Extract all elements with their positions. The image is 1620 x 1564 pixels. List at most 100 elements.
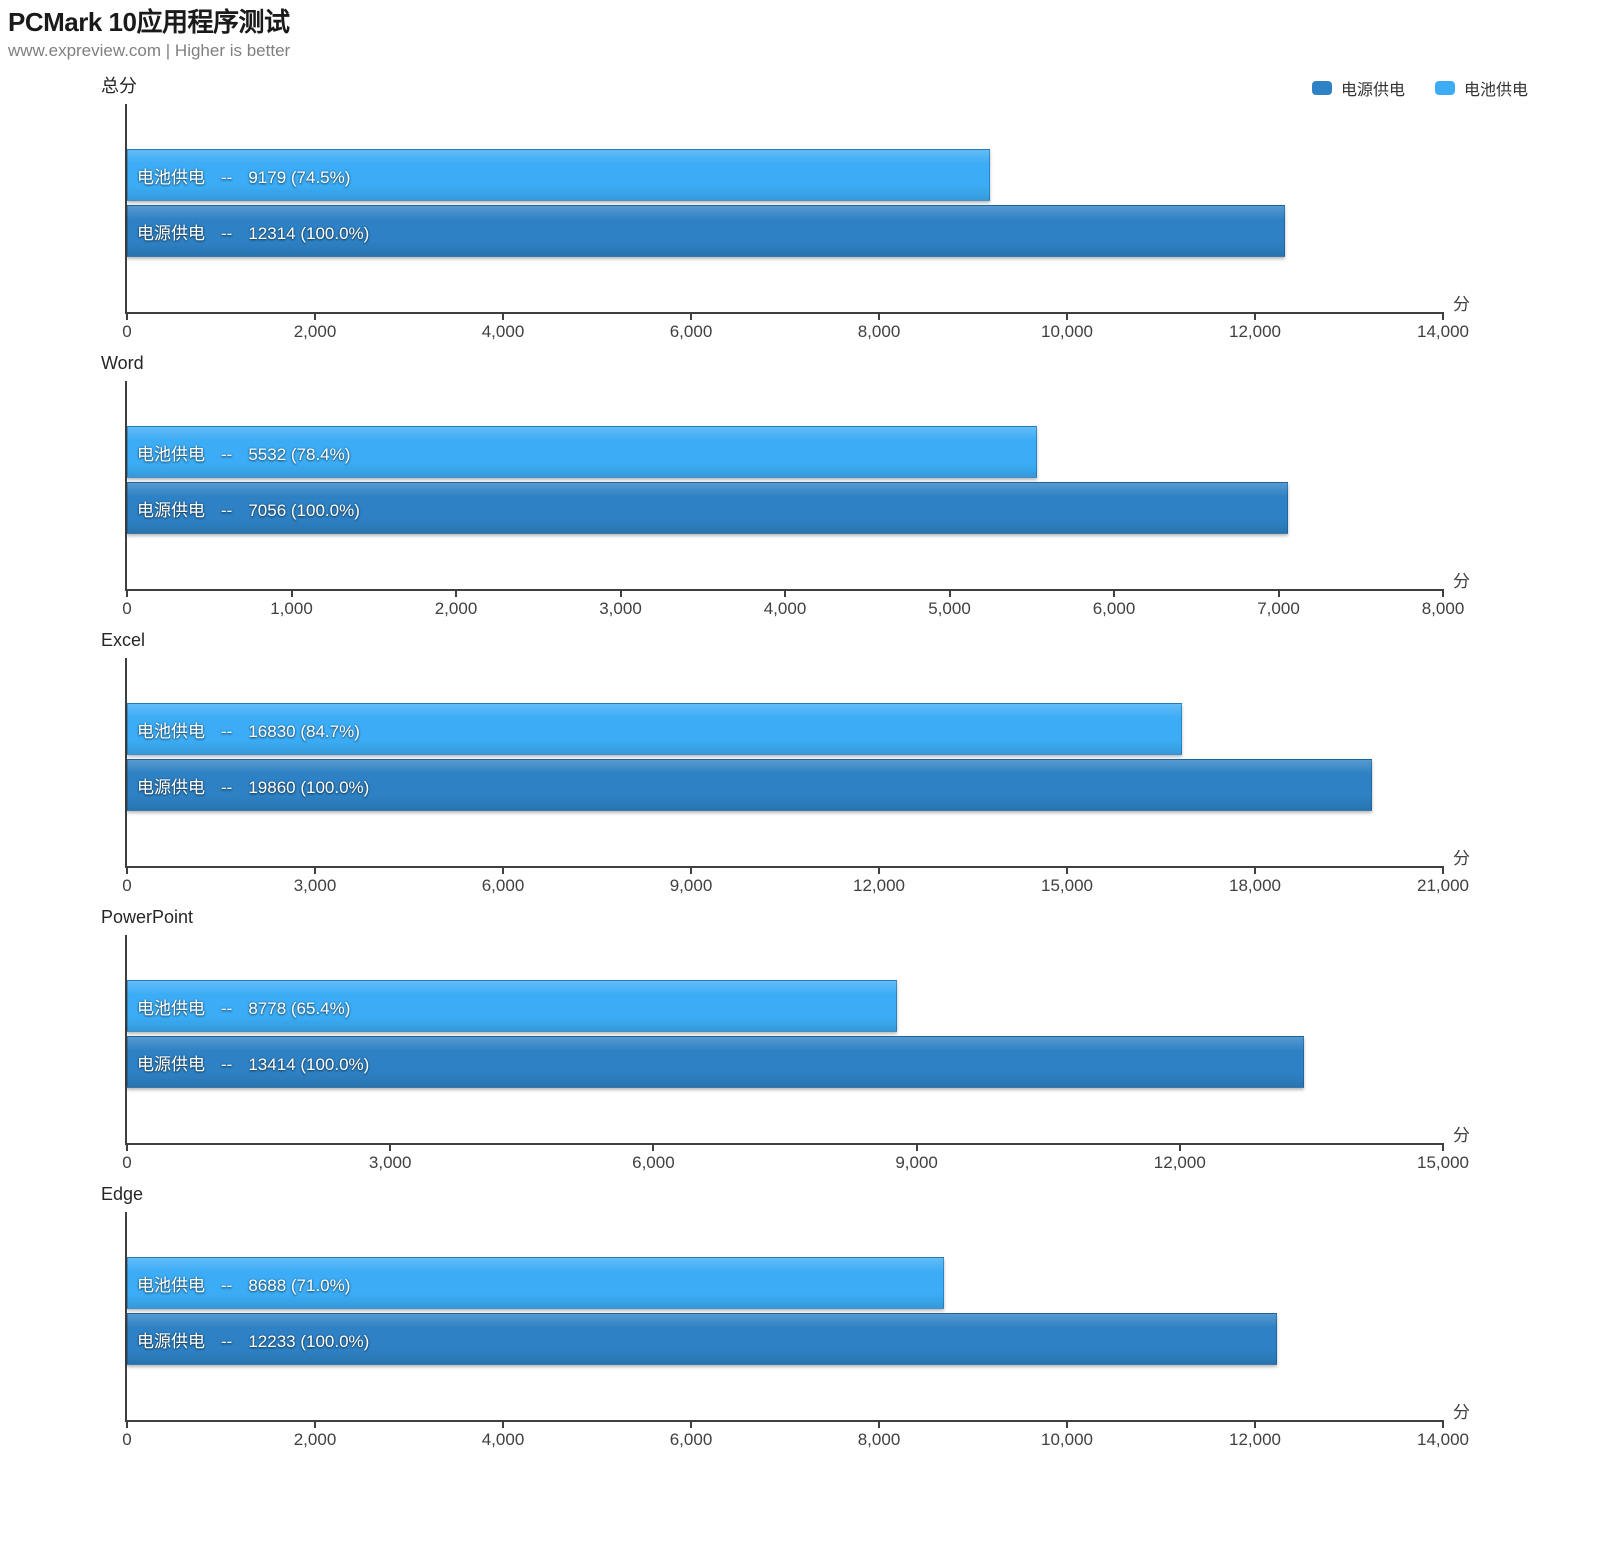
plot-area: 电池供电 -- 16830 (84.7%) 电源供电 -- 19860 (100.0%) 0… [122, 658, 1470, 895]
bar-separator: -- [221, 223, 233, 243]
x-axis-tick [1442, 312, 1444, 320]
bar-series-name: 电源供电 [137, 223, 205, 243]
bar-label: 电池供电 -- 16830 (84.7%) [128, 717, 360, 742]
bar-label: 电源供电 -- 12233 (100.0%) [128, 1327, 369, 1352]
x-axis-tick-label: 6,000 [669, 322, 713, 341]
x-axis-tick [126, 866, 128, 874]
bar-separator: -- [221, 1275, 233, 1295]
chart-section-PowerPoint: PowerPoint 电池供电 -- 8778 (65.4%) 电源供电 -- 13414… [0, 905, 1620, 1182]
x-axis-tick-label: 0 [122, 1430, 132, 1449]
bar-score: 12233 (100.0%) [248, 1331, 370, 1351]
x-axis-tick-label: 6,000 [481, 876, 525, 895]
bar-电源供电: 电源供电 -- 12233 (100.0%) [127, 1313, 1277, 1365]
page-subtitle: www.expreview.com | Higher is better [8, 41, 291, 60]
plot-area: 电池供电 -- 8688 (71.0%) 电源供电 -- 12233 (100.0%) 0 2… [122, 1212, 1470, 1449]
bar-电源供电: 电源供电 -- 7056 (100.0%) [127, 482, 1288, 534]
bar-separator: -- [221, 1054, 233, 1074]
chart-section-Word: Word 电池供电 -- 5532 (78.4%) 电源供电 -- 7056 (100.0… [0, 351, 1620, 628]
x-axis-tick-label: 6,000 [669, 1430, 713, 1449]
x-axis-tick [126, 589, 128, 597]
x-axis-tick [1442, 1143, 1444, 1151]
bar-label: 电池供电 -- 8778 (65.4%) [128, 994, 350, 1019]
bar-score: 19860 (100.0%) [248, 777, 370, 797]
x-axis-tick-label: 0 [122, 1153, 132, 1172]
legend: 电源供电 电池供电 [1311, 76, 1528, 100]
axis-unit-label: 分 [1453, 1403, 1470, 1422]
x-axis-tick [126, 1143, 128, 1151]
chart-section-总分: 总分 电池供电 -- 9179 (74.5%) 电源供电 -- 12314 (100.0%… [0, 74, 1620, 351]
x-axis-tick [1066, 866, 1068, 874]
x-axis-tick [690, 1420, 692, 1428]
x-axis-tick [1066, 312, 1068, 320]
x-axis-tick-label: 2,000 [293, 1430, 337, 1449]
x-axis-tick-label: 1,000 [270, 599, 313, 618]
bar-label: 电源供电 -- 19860 (100.0%) [128, 773, 369, 798]
x-axis-tick [1113, 589, 1115, 597]
legend-marker-ac-power-icon [1311, 81, 1332, 95]
x-axis-tick [1254, 312, 1256, 320]
x-axis-tick [1442, 1420, 1444, 1428]
x-axis-tick [502, 1420, 504, 1428]
x-axis-tick [1066, 1420, 1068, 1428]
x-axis-tick [784, 589, 786, 597]
x-axis-tick-label: 21,000 [1417, 876, 1469, 895]
x-axis-tick-label: 0 [122, 322, 132, 341]
axis-unit-label: 分 [1453, 1126, 1470, 1145]
x-axis-tick [126, 1420, 128, 1428]
plot-area: 电池供电 -- 5532 (78.4%) 电源供电 -- 7056 (100.0%) 0 1,… [122, 381, 1470, 618]
x-axis-tick-label: 6,000 [632, 1153, 675, 1172]
chart-title: Excel [101, 630, 146, 650]
bar-series-name: 电源供电 [137, 777, 205, 797]
x-axis-tick [314, 312, 316, 320]
x-axis-tick [1254, 866, 1256, 874]
bar-电池供电: 电池供电 -- 5532 (78.4%) [127, 426, 1037, 478]
bar-score: 9179 (74.5%) [248, 167, 351, 187]
bar-电源供电: 电源供电 -- 13414 (100.0%) [127, 1036, 1304, 1088]
axis-unit-label: 分 [1453, 849, 1470, 868]
legend-item-battery-power: 电池供电 [1434, 76, 1528, 100]
bar-series-name: 电源供电 [137, 1331, 205, 1351]
x-axis-tick [126, 312, 128, 320]
x-axis-tick-label: 12,000 [1229, 1430, 1281, 1449]
x-axis-tick-label: 8,000 [1421, 599, 1465, 618]
bar-电池供电: 电池供电 -- 8688 (71.0%) [127, 1257, 944, 1309]
legend-item-ac-power: 电源供电 [1311, 76, 1405, 100]
bar-separator: -- [221, 444, 233, 464]
x-axis-tick [455, 589, 457, 597]
bar-series-name: 电池供电 [137, 998, 205, 1018]
x-axis-tick [690, 866, 692, 874]
bar-电池供电: 电池供电 -- 8778 (65.4%) [127, 980, 898, 1032]
x-axis-tick-label: 12,000 [1229, 322, 1281, 341]
bar-label: 电源供电 -- 12314 (100.0%) [128, 219, 369, 244]
x-axis-tick-label: 4,000 [763, 599, 807, 618]
x-axis-tick-label: 2,000 [293, 322, 337, 341]
x-axis-tick [389, 1143, 392, 1151]
x-axis-tick [502, 312, 504, 320]
bar-separator: -- [221, 167, 233, 187]
bar-score: 13414 (100.0%) [248, 1054, 370, 1074]
x-axis-tick [652, 1143, 655, 1151]
bar-separator: -- [221, 1331, 233, 1351]
bar-series-name: 电源供电 [137, 1054, 205, 1074]
axis-unit-label: 分 [1453, 295, 1470, 314]
bar-series-name: 电池供电 [137, 167, 205, 187]
legend-label-battery-power: 电池供电 [1463, 82, 1528, 99]
x-axis-tick [878, 866, 880, 874]
page-title: PCMark 10应用程序测试 [8, 7, 290, 37]
x-axis-tick-label: 6,000 [1092, 599, 1136, 618]
x-axis-tick [1442, 866, 1444, 874]
x-axis-tick-label: 4,000 [481, 322, 525, 341]
charts: 总分 电池供电 -- 9179 (74.5%) 电源供电 -- 12314 (100.0%… [0, 74, 1620, 1459]
chart-title: 总分 [101, 76, 137, 96]
x-axis-tick-label: 5,000 [928, 599, 971, 618]
x-axis-tick-label: 0 [122, 876, 132, 895]
chart-section-Excel: Excel 电池供电 -- 16830 (84.7%) 电源供电 -- 19860 (10… [0, 628, 1620, 905]
x-axis-tick-label: 4,000 [481, 1430, 525, 1449]
bar-score: 16830 (84.7%) [248, 721, 360, 741]
x-axis-tick-label: 3,000 [293, 876, 337, 895]
chart-section-Edge: Edge 电池供电 -- 8688 (71.0%) 电源供电 -- 12233 (100.… [0, 1182, 1620, 1459]
x-axis-tick-label: 8,000 [857, 322, 901, 341]
x-axis-tick [1178, 1143, 1181, 1151]
bar-score: 8778 (65.4%) [248, 998, 351, 1018]
axis-unit-label: 分 [1453, 572, 1470, 591]
